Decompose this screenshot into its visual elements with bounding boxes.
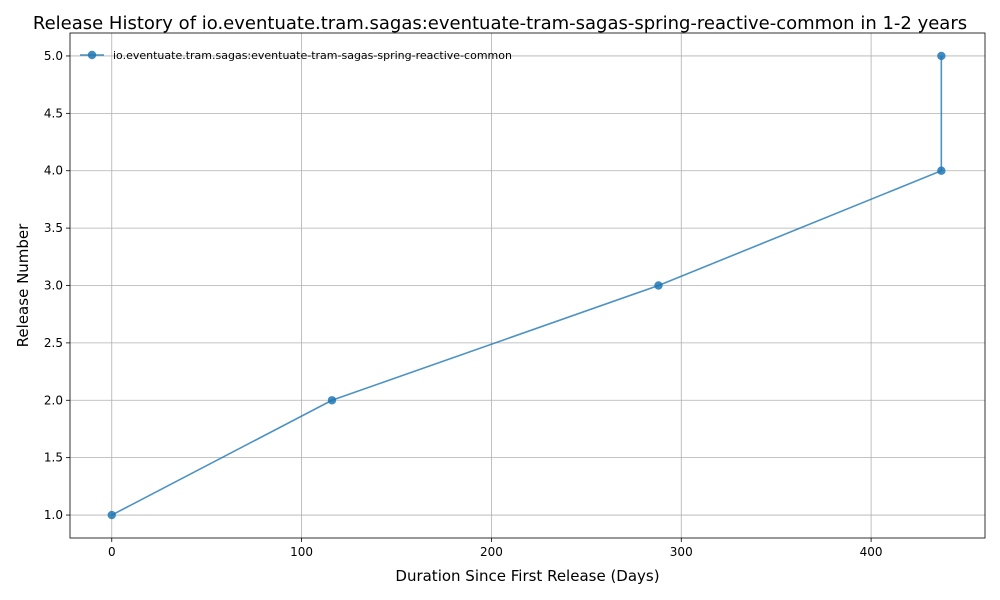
data-point — [327, 396, 337, 405]
x-tick-label: 200 — [480, 545, 503, 559]
data-point — [654, 281, 663, 290]
y-tick-label: 3.5 — [44, 221, 63, 235]
legend-marker-swatch — [87, 50, 97, 60]
series-layer — [107, 51, 946, 520]
x-tick-label: 0 — [108, 545, 116, 559]
x-axis-ticks: 0 100 200 300 400 — [108, 538, 883, 559]
y-tick-label: 3.0 — [44, 279, 63, 293]
x-tick-label: 300 — [670, 545, 693, 559]
y-axis-title: Release Number — [14, 223, 32, 347]
y-tick-label: 2.0 — [44, 393, 63, 407]
x-tick-label: 400 — [860, 545, 883, 559]
legend-label: io.eventuate.tram.sagas:eventuate-tram-s… — [113, 49, 512, 62]
data-point — [937, 166, 946, 175]
y-tick-label: 2.5 — [44, 336, 63, 350]
data-point — [107, 510, 116, 520]
y-tick-label: 5.0 — [44, 49, 63, 63]
y-tick-label: 1.5 — [44, 451, 63, 465]
y-tick-label: 1.0 — [44, 508, 63, 522]
y-tick-label: 4.5 — [44, 106, 63, 120]
y-tick-label: 4.0 — [44, 164, 63, 178]
x-axis-title: Duration Since First Release (Days) — [395, 567, 659, 585]
x-tick-label: 100 — [290, 545, 313, 559]
plot-frame — [69, 32, 986, 539]
chart-title: Release History of io.eventuate.tram.sag… — [33, 13, 967, 34]
data-point — [937, 51, 946, 61]
legend: io.eventuate.tram.sagas:eventuate-tram-s… — [80, 49, 512, 62]
grid — [70, 33, 985, 538]
y-axis-ticks: 1.0 1.5 2.0 2.5 3.0 3.5 4.0 4.5 5.0 — [44, 49, 70, 522]
